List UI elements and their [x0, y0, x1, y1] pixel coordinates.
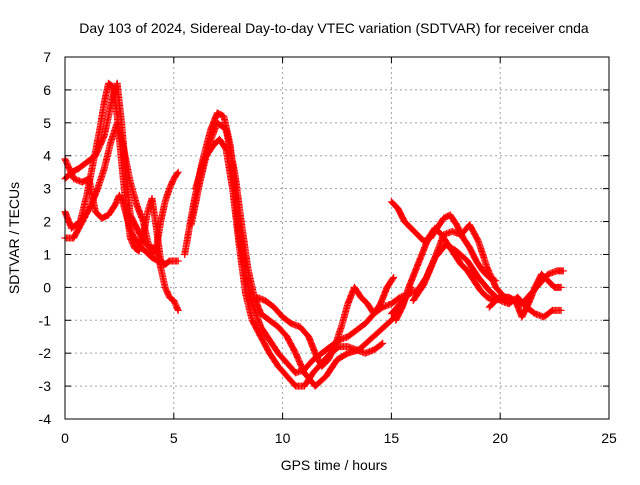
x-tick-label: 0 — [61, 430, 69, 446]
series-arc-8 — [253, 274, 398, 370]
y-tick-label: 3 — [43, 181, 51, 197]
grid-layer — [65, 57, 609, 419]
axis-layer: 0 5 10 15 20 25 -4 -3 -2 -1 0 1 2 3 4 5 6 7 — [39, 49, 617, 446]
y-axis-label: SDTVAR / TECUs — [6, 182, 22, 294]
data-points-arc-13 — [485, 270, 565, 321]
y-tick-label: -1 — [39, 312, 52, 328]
series-arc-13 — [485, 270, 565, 321]
y-tick-label: -2 — [39, 345, 52, 361]
data-points-arc-8 — [253, 274, 398, 370]
y-tick-label: 2 — [43, 214, 51, 230]
x-tick-label: 10 — [275, 430, 291, 446]
series-arc-7 — [192, 135, 387, 390]
x-axis-label: GPS time / hours — [281, 457, 388, 473]
x-tick-label: 15 — [384, 430, 400, 446]
y-tick-label: -3 — [39, 378, 52, 394]
x-tick-label: 20 — [492, 430, 508, 446]
y-tick-label: 5 — [43, 115, 51, 131]
x-tick-label: 5 — [170, 430, 178, 446]
y-tick-label: 7 — [43, 49, 51, 65]
x-tick-label: 25 — [601, 430, 617, 446]
y-tick-label: 0 — [43, 279, 51, 295]
data-layer — [61, 79, 567, 390]
data-points-arc-7 — [192, 135, 387, 390]
y-tick-label: 1 — [43, 246, 51, 262]
chart-title: Day 103 of 2024, Sidereal Day-to-day VTE… — [79, 20, 589, 36]
y-tick-label: -4 — [39, 411, 52, 427]
plot-frame — [64, 56, 610, 420]
y-tick-label: 4 — [43, 148, 51, 164]
y-tick-label: 6 — [43, 82, 51, 98]
